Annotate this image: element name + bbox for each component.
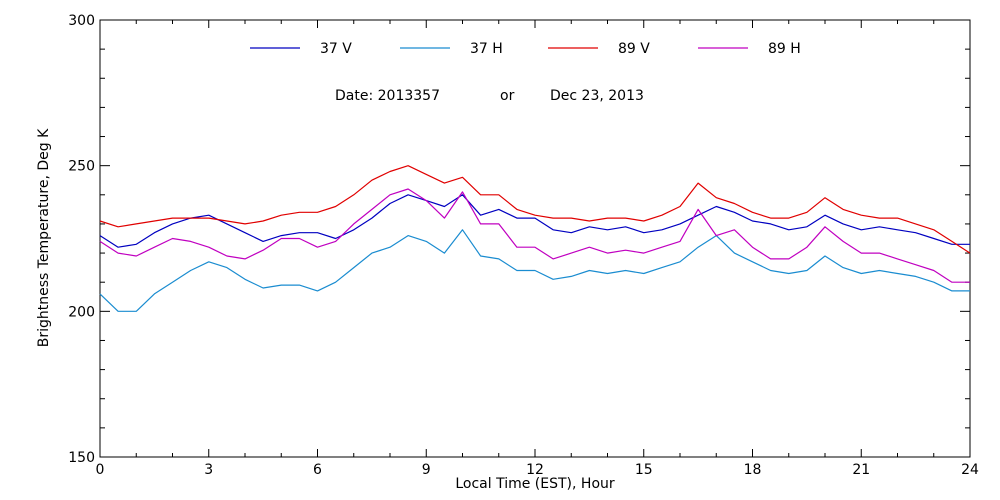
legend-label: 89 H — [768, 41, 801, 57]
or-label: or — [500, 88, 515, 104]
date-label: Date: 2013357 — [335, 88, 440, 104]
series-line-37-v — [99, 194, 970, 248]
y-tick-label: 150 — [68, 450, 95, 466]
x-tick-label: 0 — [96, 462, 105, 478]
legend-label: 37 H — [470, 41, 503, 57]
axis-ticks — [99, 19, 971, 458]
date-text: Dec 23, 2013 — [550, 88, 644, 104]
legend-label: 37 V — [320, 41, 352, 57]
y-axis-title: Brightness Temperature, Deg K — [36, 128, 52, 347]
y-tick-labels: 150 200 250 300 — [68, 13, 95, 466]
x-tick-label: 21 — [852, 462, 870, 478]
x-tick-label: 15 — [635, 462, 653, 478]
x-tick-label: 6 — [313, 462, 322, 478]
x-tick-label: 3 — [204, 462, 213, 478]
x-tick-label: 24 — [961, 462, 979, 478]
x-axis-title: Local Time (EST), Hour — [455, 476, 615, 492]
series-line-89-v — [99, 165, 971, 254]
series-line-37-h — [99, 229, 970, 312]
series-line-89-h — [99, 188, 970, 283]
y-tick-label: 300 — [68, 13, 95, 29]
x-tick-label: 18 — [744, 462, 762, 478]
x-tick-labels: 0 3 6 9 12 15 18 21 24 — [96, 462, 979, 478]
series-lines — [99, 165, 971, 312]
x-tick-label: 9 — [422, 462, 431, 478]
y-tick-label: 200 — [68, 304, 95, 320]
legend: 37 V 37 H 89 V 89 H — [250, 41, 801, 57]
x-tick-label: 12 — [526, 462, 544, 478]
legend-label: 89 V — [618, 41, 650, 57]
y-tick-label: 250 — [68, 159, 95, 175]
